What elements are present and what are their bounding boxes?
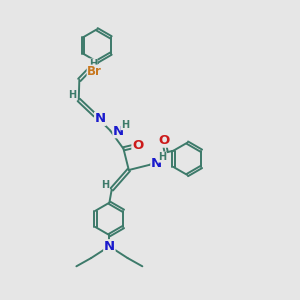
Text: N: N — [113, 125, 124, 138]
Text: N: N — [104, 240, 115, 253]
Text: Br: Br — [87, 65, 102, 78]
Text: N: N — [95, 112, 106, 125]
Text: H: H — [101, 180, 109, 190]
Text: H: H — [121, 120, 129, 130]
Text: H: H — [158, 152, 166, 162]
Text: O: O — [158, 134, 169, 147]
Text: H: H — [68, 90, 76, 100]
Text: H: H — [89, 59, 97, 69]
Text: O: O — [132, 139, 143, 152]
Text: N: N — [151, 157, 162, 170]
